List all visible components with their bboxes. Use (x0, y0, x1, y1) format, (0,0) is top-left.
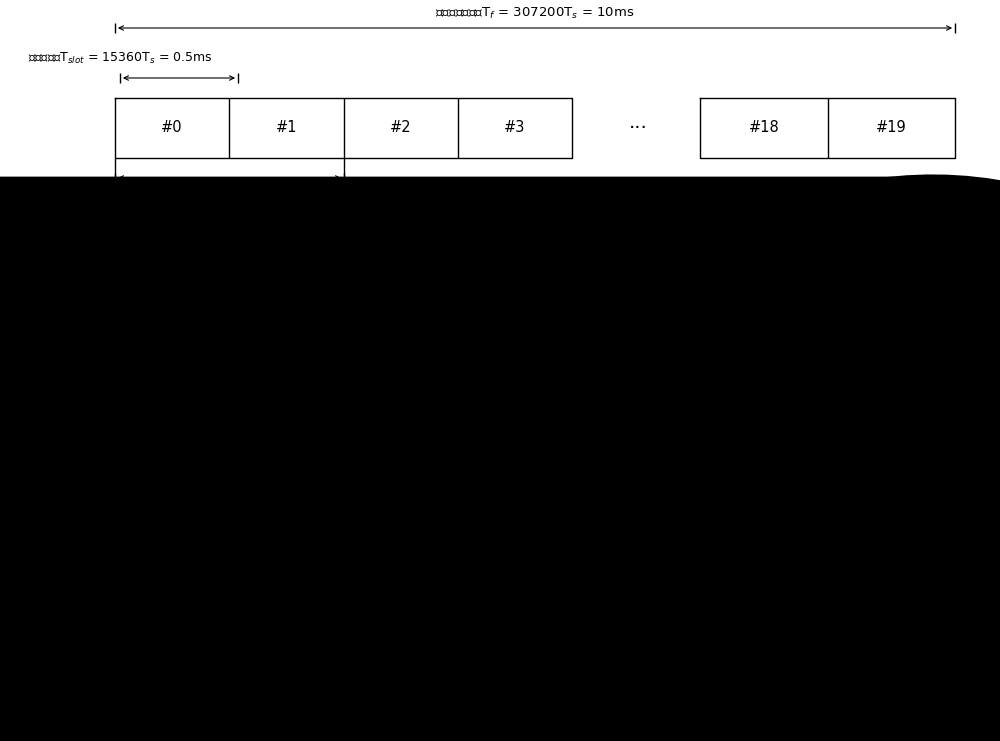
Text: 30720T$_s$: 30720T$_s$ (30, 559, 81, 574)
Text: ( a ): ( a ) (485, 216, 515, 231)
Text: 子帧#7: 子帧#7 (711, 508, 743, 522)
Text: 一个子帧: 一个子帧 (215, 190, 245, 202)
Text: #19: #19 (876, 121, 907, 136)
Text: #3: #3 (504, 121, 526, 136)
Text: 30720T$_s$: 30720T$_s$ (71, 445, 125, 461)
Text: UpPTS: UpPTS (644, 619, 682, 633)
Text: 子帧#4: 子帧#4 (432, 508, 463, 522)
Text: ( b ): ( b ) (484, 653, 516, 668)
Text: 子帧#5: 子帧#5 (504, 508, 535, 522)
Text: 时隙，: 时隙， (32, 424, 54, 436)
Text: 子帧#3: 子帧#3 (339, 508, 370, 522)
Text: 1/2帧，153600T$_s$ = 5 ms: 1/2帧，153600T$_s$ = 5 ms (28, 282, 171, 298)
Text: UpPTS: UpPTS (178, 619, 216, 633)
Text: 子帧#2: 子帧#2 (245, 508, 277, 522)
Text: Dw PTS: Dw PTS (119, 619, 163, 633)
Text: 无线电帧，T$_f$ = 307200T$_s$ = 10 ms: 无线电帧，T$_f$ = 307200T$_s$ = 10 ms (295, 248, 485, 264)
Text: #2: #2 (390, 121, 411, 136)
Text: T$_{slot}$ = 15360T$_s$: T$_{slot}$ = 15360T$_s$ (32, 437, 128, 453)
Text: 一个无线电帧，T$_f$ = 307200T$_s$ = 10ms: 一个无线电帧，T$_f$ = 307200T$_s$ = 10ms (435, 5, 635, 21)
Text: ···: ··· (629, 119, 647, 138)
Text: 子帧#9: 子帧#9 (898, 508, 929, 522)
Text: 一个时隙，T$_{slot}$ = 15360T$_s$ = 0.5ms: 一个时隙，T$_{slot}$ = 15360T$_s$ = 0.5ms (28, 50, 212, 65)
Text: #0: #0 (161, 121, 183, 136)
Text: GP: GP (162, 619, 178, 633)
Text: Dw PTS: Dw PTS (585, 619, 629, 633)
Text: #1: #1 (276, 121, 297, 136)
Text: GP: GP (628, 619, 644, 633)
Text: 子帧#0: 子帧#0 (38, 508, 69, 522)
Text: 子帧，: 子帧， (30, 547, 51, 559)
Text: 子帧#8: 子帧#8 (805, 508, 836, 522)
Text: #18: #18 (748, 121, 779, 136)
